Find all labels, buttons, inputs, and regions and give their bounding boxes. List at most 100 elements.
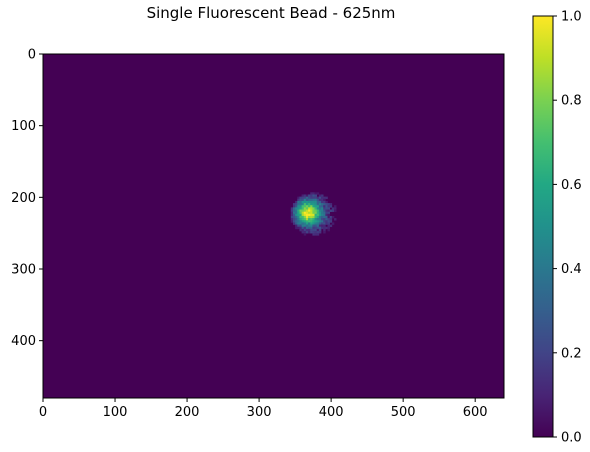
bead-pixel (297, 200, 300, 204)
bead-pixel (312, 228, 315, 232)
bead-pixel (321, 203, 324, 206)
bead-pixel (308, 203, 311, 206)
bead-pixel (327, 205, 330, 208)
bead-pixel (316, 218, 320, 221)
bead-pixel (329, 203, 333, 206)
bead-pixel (301, 231, 305, 234)
bead-pixel (321, 198, 324, 202)
bead-pixel (290, 215, 294, 219)
bead-pixel (303, 203, 307, 206)
bead-pixel (316, 192, 320, 195)
bead-pixel (314, 222, 318, 225)
bead-pixel (297, 215, 300, 219)
bead-pixel (318, 215, 322, 219)
bead-pixel (321, 224, 324, 228)
y-tick-label: 0 (28, 48, 36, 63)
bead-pixel (301, 194, 305, 197)
bead-pixel (310, 203, 313, 206)
y-axis: 0 100 200 300 400 (11, 48, 43, 349)
bead-pixel (316, 224, 320, 228)
bead-pixel (303, 220, 307, 223)
bead-pixel (299, 196, 302, 200)
bead-pixel (303, 231, 307, 234)
bead-pixel (292, 222, 296, 225)
bead-pixel (310, 194, 313, 197)
bead-pixel (301, 200, 305, 204)
bead-pixel (295, 205, 298, 208)
bead-pixel (299, 224, 302, 228)
bead-pixel (314, 228, 318, 232)
bead-pixel (329, 215, 333, 219)
bead-pixel (321, 209, 324, 212)
bead-pixel (323, 213, 326, 217)
bead-pixel (290, 207, 294, 210)
bead-pixel (312, 196, 315, 200)
bead-pixel (303, 226, 307, 230)
bead-pixel (292, 207, 296, 210)
bead-pixel (299, 226, 302, 230)
bead-pixel (329, 218, 333, 221)
bead-pixel (303, 222, 307, 225)
bead-pixel (325, 222, 328, 225)
bead-pixel (308, 226, 311, 230)
bead-pixel (295, 213, 298, 217)
bead-pixel (305, 198, 309, 202)
bead-pixel (321, 196, 324, 200)
bead-pixel (295, 215, 298, 219)
bead-pixel (316, 211, 320, 215)
bead-pixel (303, 215, 307, 219)
bead-pixel (325, 200, 328, 204)
y-tick-label: 100 (11, 119, 36, 134)
bead-pixel (310, 198, 313, 202)
x-tick-label: 0 (39, 405, 47, 420)
bead-pixel (325, 215, 328, 219)
bead-pixel (308, 207, 311, 210)
bead-pixel (301, 207, 305, 210)
bead-pixel (310, 200, 313, 204)
bead-pixel (305, 196, 309, 200)
bead-pixel (303, 218, 307, 221)
bead-pixel (312, 194, 315, 197)
bead-pixel (301, 198, 305, 202)
colorbar-tick-label: 0.4 (561, 262, 582, 277)
bead-pixel (314, 203, 318, 206)
bead-pixel (297, 213, 300, 217)
bead-pixel (321, 207, 324, 210)
bead-pixel (314, 218, 318, 221)
bead-pixel (310, 228, 313, 232)
bead-pixel (297, 205, 300, 208)
bead-pixel (316, 215, 320, 219)
bead-pixel (318, 231, 322, 234)
bead-pixel (301, 224, 305, 228)
bead-pixel (314, 196, 318, 200)
bead-pixel (308, 205, 311, 208)
bead-pixel (327, 218, 330, 221)
bead-pixel (321, 194, 324, 197)
bead-pixel (316, 222, 320, 225)
bead-pixel (327, 213, 330, 217)
colorbar-tick-label: 0.8 (561, 94, 582, 109)
x-tick-label: 400 (319, 405, 344, 420)
bead-pixel (327, 209, 330, 212)
bead-pixel (327, 222, 330, 225)
bead-pixel (316, 209, 320, 212)
bead-pixel (303, 207, 307, 210)
bead-pixel (325, 207, 328, 210)
bead-pixel (314, 224, 318, 228)
bead-pixel (321, 205, 324, 208)
bead-pixel (310, 192, 313, 195)
bead-pixel (297, 196, 300, 200)
bead-pixel (318, 198, 322, 202)
bead-pixel (321, 215, 324, 219)
bead-pixel (305, 220, 309, 223)
bead-pixel (312, 211, 315, 215)
bead-pixel (327, 226, 330, 230)
y-tick-label: 400 (11, 334, 36, 349)
bead-pixel (310, 205, 313, 208)
bead-pixel (316, 207, 320, 210)
bead-pixel (334, 218, 337, 221)
chart-title: Single Fluorescent Bead - 625nm (147, 4, 396, 22)
bead-pixel (301, 196, 305, 200)
bead-pixel (295, 218, 298, 221)
